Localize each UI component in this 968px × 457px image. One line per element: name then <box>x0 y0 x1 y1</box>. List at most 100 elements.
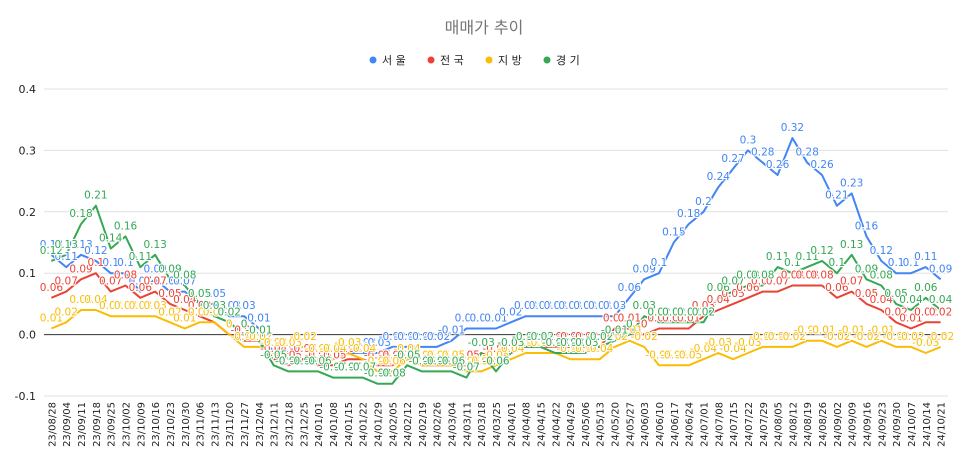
data-label: 0.24 <box>707 171 731 183</box>
data-label: 0.07 <box>766 276 789 288</box>
data-label: -0.06 <box>408 355 435 367</box>
data-label: 0.1 <box>651 257 668 269</box>
data-label: 0.13 <box>55 239 78 251</box>
data-label: 0.01 <box>662 312 685 324</box>
x-tick-label: 24/05/06 <box>581 402 592 447</box>
data-label: 0.03 <box>188 300 211 312</box>
data-label: 0.07 <box>721 276 744 288</box>
x-tick-label: 23/09/25 <box>107 402 118 447</box>
x-tick-label: 24/01/08 <box>329 402 340 447</box>
data-label: -0.04 <box>393 343 420 355</box>
data-label: 0.07 <box>55 276 78 288</box>
x-tick-label: 23/10/30 <box>181 402 192 447</box>
data-label: 0.02 <box>55 306 78 318</box>
data-label: -0.06 <box>379 355 406 367</box>
x-tick-label: 24/04/01 <box>507 402 518 447</box>
x-tick-label: 23/10/09 <box>136 402 147 447</box>
x-tick-label: 24/10/21 <box>937 402 948 447</box>
data-label: -0.05 <box>275 349 302 361</box>
data-label: 0.08 <box>810 269 833 281</box>
data-label: 0.05 <box>721 288 744 300</box>
data-label: 0.08 <box>114 269 137 281</box>
x-tick-label: 24/09/16 <box>862 402 873 447</box>
data-label: 0.01 <box>484 312 507 324</box>
x-tick-label: 23/10/23 <box>166 402 177 447</box>
x-tick-label: 24/03/04 <box>448 402 459 447</box>
data-label: -0.01 <box>838 325 865 337</box>
data-label: -0.05 <box>675 349 702 361</box>
data-label: -0.04 <box>571 343 598 355</box>
x-tick-label: 23/10/02 <box>122 402 133 447</box>
data-label: 0.02 <box>929 306 952 318</box>
data-label: 0.08 <box>736 269 759 281</box>
data-label: 0.1 <box>117 257 134 269</box>
data-label: 0.23 <box>840 177 863 189</box>
data-label: 0.28 <box>751 147 774 159</box>
data-label: 0.01 <box>40 312 63 324</box>
x-tick-label: 24/07/29 <box>759 402 770 447</box>
x-tick-label: 23/08/28 <box>47 402 58 447</box>
data-label: 0.06 <box>129 282 153 294</box>
data-label: 0.12 <box>40 245 63 257</box>
x-tick-label: 23/11/06 <box>196 402 207 447</box>
data-label: 0.1 <box>102 257 119 269</box>
data-label: -0.03 <box>557 337 584 349</box>
x-tick-label: 24/04/22 <box>551 402 562 447</box>
x-tick-label: 24/03/18 <box>477 402 488 447</box>
x-tick-label: 24/10/07 <box>907 402 918 447</box>
data-label: -0.03 <box>705 337 732 349</box>
data-label: -0.03 <box>364 337 391 349</box>
data-label: -0.02 <box>897 331 924 343</box>
data-label: 0.01 <box>455 312 478 324</box>
x-tick-label: 24/08/26 <box>818 402 829 447</box>
data-label: 0.09 <box>143 263 166 275</box>
data-label: 0.1 <box>903 257 920 269</box>
data-label: -0.05 <box>453 349 480 361</box>
data-label: 0.06 <box>914 282 938 294</box>
x-tick-label: 23/09/04 <box>62 402 73 447</box>
data-label: -0.02 <box>512 331 539 343</box>
data-label: 0.07 <box>751 276 774 288</box>
y-tick-label: 0.4 <box>19 83 37 96</box>
data-label: -0.03 <box>260 337 287 349</box>
data-label: -0.02 <box>408 331 435 343</box>
legend-entry: 서 울 <box>382 54 406 67</box>
data-label: 0.03 <box>143 300 166 312</box>
data-label: -0.03 <box>275 337 302 349</box>
data-label: 0.28 <box>796 147 819 159</box>
data-label: 0.02 <box>218 306 241 318</box>
gridlines <box>44 88 948 397</box>
data-label: 0.18 <box>69 208 92 220</box>
data-label: 0.16 <box>114 220 138 232</box>
data-label: 0 <box>241 319 248 331</box>
data-label: -0.04 <box>275 343 302 355</box>
data-label: 0.09 <box>855 263 878 275</box>
legend-swatch <box>543 56 551 64</box>
data-label: -0.04 <box>319 343 346 355</box>
data-label: 0.02 <box>188 306 211 318</box>
data-label: -0.04 <box>557 343 584 355</box>
x-tick-label: 24/07/01 <box>699 402 710 447</box>
data-label: 0.02 <box>662 306 685 318</box>
data-label: 0.01 <box>603 312 626 324</box>
data-label: -0.03 <box>468 337 495 349</box>
x-tick-label: 24/09/09 <box>848 402 859 447</box>
data-label: -0.02 <box>586 331 613 343</box>
data-label: 0.1 <box>888 257 905 269</box>
data-label: 0.13 <box>143 239 166 251</box>
data-label: -0.02 <box>423 331 450 343</box>
data-label: -0.02 <box>586 331 613 343</box>
data-label: 0.04 <box>84 294 108 306</box>
x-tick-label: 24/10/14 <box>922 402 933 447</box>
x-tick-label: 24/06/24 <box>685 402 696 447</box>
data-label: -0.03 <box>734 337 761 349</box>
data-label: -0.04 <box>393 343 420 355</box>
data-label: -0.05 <box>438 349 465 361</box>
legend-swatch <box>427 56 435 64</box>
data-label: -0.02 <box>512 331 539 343</box>
data-label: -0.05 <box>482 349 509 361</box>
data-label: 0 <box>641 319 648 331</box>
x-tick-label: 24/01/15 <box>344 402 355 447</box>
data-label: 0.02 <box>677 306 700 318</box>
